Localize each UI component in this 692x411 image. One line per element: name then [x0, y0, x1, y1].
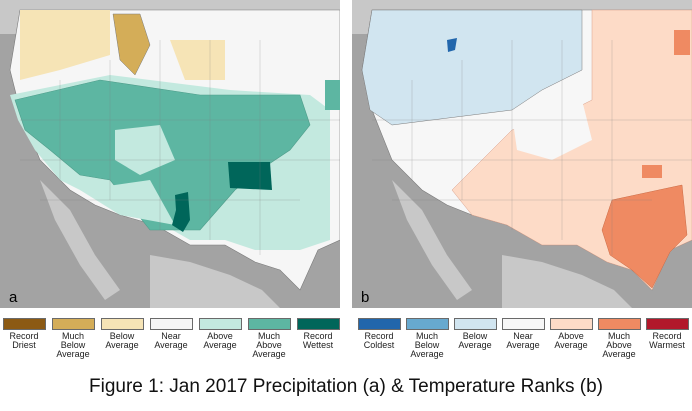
legend-swatch: [549, 318, 593, 330]
precipitation-map-graphic: [0, 0, 340, 308]
legend-swatch: [453, 318, 497, 330]
legend-label: Much Above Average: [602, 331, 636, 359]
legend-label: Much Below Average: [56, 331, 90, 359]
panel-b-letter: b: [361, 289, 370, 306]
legend-item: Much Above Average: [245, 318, 293, 359]
legend-swatch: [597, 318, 641, 330]
legend-item: Record Wettest: [294, 318, 342, 350]
legend-label: Above Average: [554, 331, 588, 350]
legend-swatch: [2, 318, 46, 330]
legend-swatch: [645, 318, 689, 330]
legend-label: Much Above Average: [252, 331, 286, 359]
legend-swatch: [149, 318, 193, 330]
legend-item: Much Below Average: [49, 318, 97, 359]
legend-swatch: [247, 318, 291, 330]
legend-item: Much Below Average: [403, 318, 451, 359]
legend-item: Near Average: [147, 318, 195, 350]
legend-swatch: [296, 318, 340, 330]
legend-swatch: [501, 318, 545, 330]
legend-label: Near Average: [154, 331, 188, 350]
legend-item: Much Above Average: [595, 318, 643, 359]
legend-label: Below Average: [105, 331, 139, 350]
panel-a-letter: a: [9, 289, 18, 306]
precipitation-map: a: [0, 0, 340, 308]
legend-swatch: [405, 318, 449, 330]
legend-label: Near Average: [506, 331, 540, 350]
temperature-map-graphic: [352, 0, 692, 308]
legend-swatch: [357, 318, 401, 330]
legend-item: Record Driest: [0, 318, 48, 350]
legend-label: Below Average: [458, 331, 492, 350]
figure-caption: Figure 1: Jan 2017 Precipitation (a) & T…: [89, 376, 603, 397]
legend-item: Above Average: [196, 318, 244, 350]
legend-swatch: [51, 318, 95, 330]
legend-item: Above Average: [547, 318, 595, 350]
legend-item: Below Average: [451, 318, 499, 350]
legend-item: Near Average: [499, 318, 547, 350]
legend-label: Record Coldest: [363, 331, 395, 350]
legend-swatch: [100, 318, 144, 330]
temperature-map: b: [352, 0, 692, 308]
legend-label: Much Below Average: [410, 331, 444, 359]
legend-label: Record Warmest: [649, 331, 685, 350]
precipitation-legend: Record Driest Much Below Average Below A…: [0, 318, 345, 370]
temperature-legend: Record Coldest Much Below Average Below …: [355, 318, 692, 370]
legend-item: Below Average: [98, 318, 146, 350]
legend-label: Above Average: [203, 331, 237, 350]
legend-label: Record Wettest: [302, 331, 334, 350]
legend-swatch: [198, 318, 242, 330]
legend-item: Record Warmest: [643, 318, 691, 350]
legend-item: Record Coldest: [355, 318, 403, 350]
legend-label: Record Driest: [9, 331, 39, 350]
